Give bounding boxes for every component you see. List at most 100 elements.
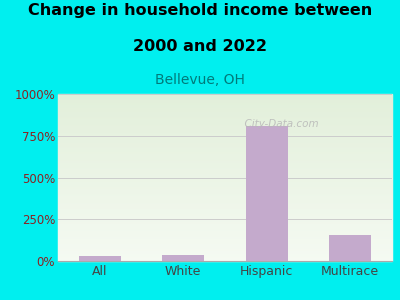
Bar bbox=[58, 168, 392, 169]
Bar bbox=[58, 112, 392, 113]
Bar bbox=[58, 110, 392, 111]
Bar bbox=[58, 131, 392, 132]
Bar bbox=[58, 184, 392, 185]
Bar bbox=[329, 235, 371, 261]
Bar bbox=[58, 125, 392, 126]
Bar bbox=[58, 176, 392, 177]
Bar bbox=[58, 107, 392, 108]
Bar bbox=[58, 148, 392, 149]
Bar bbox=[58, 237, 392, 238]
Bar bbox=[58, 241, 392, 242]
Bar bbox=[58, 243, 392, 244]
Bar bbox=[58, 199, 392, 200]
Bar bbox=[58, 232, 392, 233]
Bar bbox=[58, 116, 392, 117]
Bar bbox=[58, 258, 392, 259]
Bar bbox=[162, 255, 204, 261]
Bar bbox=[58, 204, 392, 205]
Bar bbox=[79, 256, 121, 261]
Bar bbox=[58, 159, 392, 160]
Bar bbox=[58, 249, 392, 250]
Bar bbox=[58, 160, 392, 161]
Bar bbox=[58, 173, 392, 174]
Bar bbox=[246, 126, 288, 261]
Bar bbox=[58, 158, 392, 159]
Bar bbox=[58, 101, 392, 102]
Bar bbox=[58, 171, 392, 172]
Text: 2000 and 2022: 2000 and 2022 bbox=[133, 39, 267, 54]
Bar bbox=[58, 162, 392, 163]
Bar bbox=[58, 120, 392, 121]
Bar bbox=[58, 145, 392, 146]
Bar bbox=[58, 255, 392, 256]
Bar bbox=[58, 254, 392, 255]
Bar bbox=[58, 233, 392, 234]
Bar bbox=[58, 140, 392, 141]
Bar bbox=[58, 137, 392, 138]
Bar bbox=[58, 154, 392, 155]
Bar bbox=[58, 236, 392, 237]
Bar bbox=[58, 109, 392, 110]
Bar bbox=[58, 132, 392, 133]
Bar bbox=[58, 228, 392, 229]
Bar bbox=[58, 208, 392, 209]
Bar bbox=[58, 186, 392, 187]
Bar bbox=[58, 106, 392, 107]
Bar bbox=[58, 214, 392, 215]
Bar bbox=[58, 134, 392, 135]
Bar bbox=[58, 223, 392, 224]
Bar bbox=[58, 95, 392, 96]
Bar bbox=[58, 182, 392, 183]
Text: Bellevue, OH: Bellevue, OH bbox=[155, 74, 245, 88]
Bar bbox=[58, 138, 392, 139]
Bar bbox=[58, 143, 392, 144]
Text: Change in household income between: Change in household income between bbox=[28, 3, 372, 18]
Bar bbox=[58, 238, 392, 239]
Bar bbox=[58, 257, 392, 258]
Bar bbox=[58, 147, 392, 148]
Bar bbox=[58, 98, 392, 99]
Bar bbox=[58, 169, 392, 170]
Bar bbox=[58, 192, 392, 193]
Bar bbox=[58, 161, 392, 162]
Bar bbox=[58, 122, 392, 123]
Bar bbox=[58, 129, 392, 130]
Bar bbox=[58, 212, 392, 213]
Bar bbox=[58, 220, 392, 221]
Bar bbox=[58, 102, 392, 103]
Bar bbox=[58, 167, 392, 168]
Bar bbox=[58, 97, 392, 98]
Bar bbox=[58, 104, 392, 105]
Bar bbox=[58, 100, 392, 101]
Bar bbox=[58, 230, 392, 231]
Bar bbox=[58, 188, 392, 189]
Bar bbox=[58, 123, 392, 124]
Bar bbox=[58, 198, 392, 199]
Bar bbox=[58, 133, 392, 134]
Bar bbox=[58, 244, 392, 245]
Bar bbox=[58, 111, 392, 112]
Bar bbox=[58, 142, 392, 143]
Bar bbox=[58, 170, 392, 171]
Bar bbox=[58, 193, 392, 194]
Bar bbox=[58, 118, 392, 119]
Bar bbox=[58, 206, 392, 207]
Bar bbox=[58, 196, 392, 197]
Bar bbox=[58, 235, 392, 236]
Bar bbox=[58, 197, 392, 198]
Bar bbox=[58, 139, 392, 140]
Bar bbox=[58, 209, 392, 210]
Bar bbox=[58, 181, 392, 182]
Bar bbox=[58, 187, 392, 188]
Bar bbox=[58, 177, 392, 178]
Bar bbox=[58, 252, 392, 253]
Bar bbox=[58, 152, 392, 153]
Bar bbox=[58, 247, 392, 248]
Bar bbox=[58, 180, 392, 181]
Bar bbox=[58, 248, 392, 249]
Bar bbox=[58, 225, 392, 226]
Bar bbox=[58, 144, 392, 145]
Bar bbox=[58, 164, 392, 165]
Bar bbox=[58, 200, 392, 201]
Bar bbox=[58, 240, 392, 241]
